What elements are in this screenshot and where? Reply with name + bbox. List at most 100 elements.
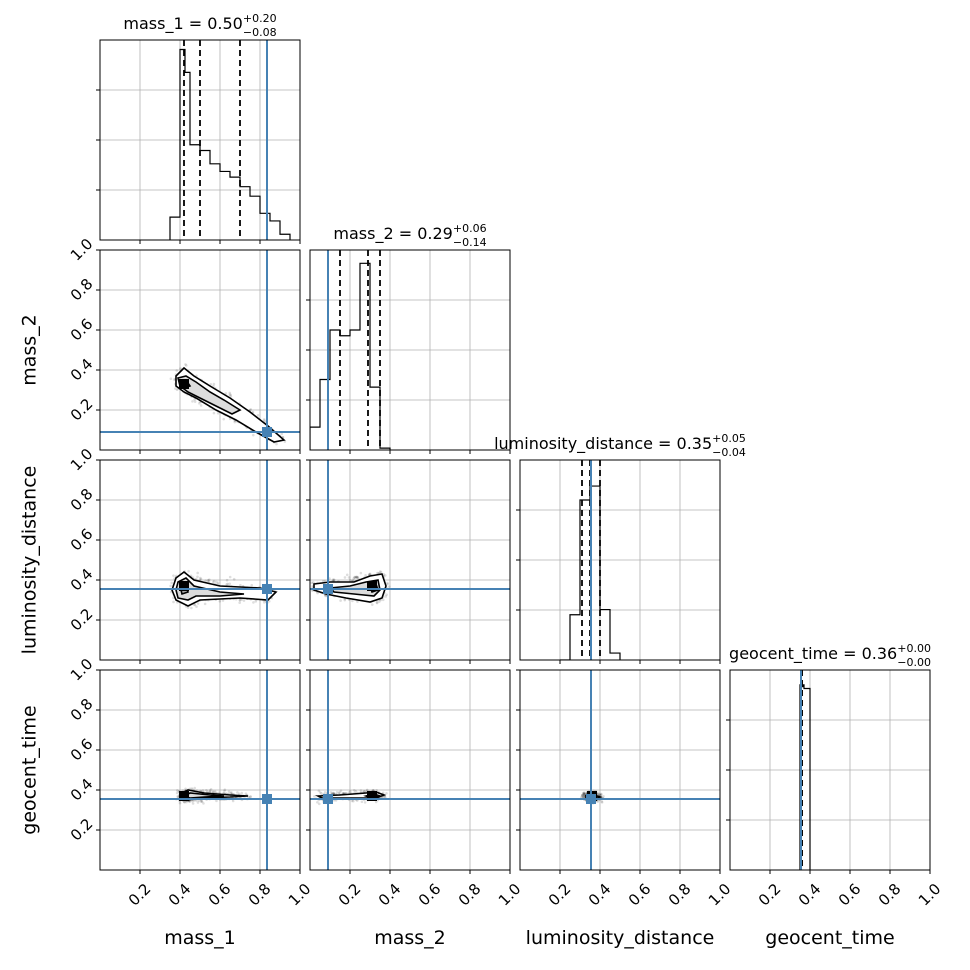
panel-content-3-2 — [520, 670, 720, 870]
x-tick-label: 0.2 — [335, 880, 365, 910]
sample-point — [317, 802, 321, 806]
y-tick-label: 0.4 — [67, 775, 97, 805]
sample-point — [215, 799, 218, 803]
sample-point — [596, 792, 600, 796]
sample-point — [184, 787, 187, 791]
title-value: mass_1 = 0.50 — [123, 14, 242, 34]
density-peak — [367, 791, 377, 801]
sample-point — [378, 570, 382, 573]
panel-content-1-0 — [100, 250, 300, 450]
density-peak — [179, 581, 189, 591]
sample-point — [324, 594, 327, 598]
sample-point — [232, 577, 236, 581]
sample-point — [193, 603, 197, 607]
sample-point — [172, 574, 175, 577]
sample-point — [347, 791, 351, 794]
sample-point — [238, 601, 241, 604]
y-tick-label: 0.8 — [67, 695, 97, 725]
sample-point — [600, 800, 604, 803]
sample-point — [193, 400, 197, 403]
sample-point — [347, 576, 351, 579]
sample-point — [360, 800, 364, 804]
sample-point — [218, 599, 222, 603]
panel-frame — [309, 249, 511, 451]
sample-point — [329, 791, 333, 794]
sample-point — [221, 599, 225, 602]
y-tick-label: 0.2 — [67, 605, 97, 635]
sample-point — [196, 801, 200, 804]
contour-line-0 — [175, 366, 286, 443]
sample-point — [355, 575, 358, 579]
sample-point — [201, 789, 205, 792]
sample-point — [223, 788, 227, 792]
sample-point — [207, 580, 211, 584]
sample-point — [355, 576, 359, 579]
diagonal-title-geocent_time: geocent_time = 0.36+0.00 — [729, 642, 931, 664]
sample-point — [353, 576, 356, 579]
sample-point — [193, 398, 196, 401]
sample-point — [262, 418, 266, 421]
sample-point — [363, 801, 367, 804]
sample-point — [386, 581, 389, 585]
sample-point — [206, 579, 210, 582]
density-peak — [179, 379, 189, 389]
sample-point — [371, 788, 375, 792]
sample-point — [233, 420, 237, 424]
sample-point — [224, 392, 228, 395]
contour-line-2 — [178, 379, 192, 389]
y-axis-label-mass_2: mass_2 — [19, 314, 41, 386]
panel-3-0: 0.2 0.4 0.6 0.8 1.0 — [67, 655, 301, 874]
x-tick-label: 0.4 — [795, 880, 825, 910]
sample-point — [191, 802, 195, 805]
truth-marker — [323, 584, 333, 594]
sample-point — [183, 800, 186, 804]
sample-point — [316, 801, 319, 804]
y-tick-label: 0.2 — [67, 395, 97, 425]
title-upper-error: +0.06 — [453, 222, 487, 235]
diagonal-title-mass_1: mass_1 = 0.50+0.20 — [123, 12, 276, 34]
sample-point — [368, 572, 372, 576]
sample-point — [352, 577, 355, 580]
sample-point — [598, 793, 601, 797]
sample-point — [354, 789, 358, 793]
title-lower-error: −0.08 — [243, 26, 277, 39]
sample-point — [375, 788, 378, 792]
sample-point — [337, 791, 341, 795]
sample-point — [170, 581, 173, 585]
y-tick-label: 0.6 — [67, 315, 97, 345]
y-tick-label: 1.0 — [67, 445, 97, 475]
sample-point — [237, 792, 241, 796]
sample-point — [169, 377, 173, 381]
sample-point — [583, 792, 586, 796]
sample-point — [196, 575, 199, 579]
sample-point — [356, 575, 359, 579]
x-tick-label: 0.4 — [585, 880, 615, 910]
sample-point — [248, 795, 252, 799]
sample-point — [212, 411, 216, 415]
density-fill-1 — [178, 376, 240, 414]
panel-2-0: 0.2 0.4 0.6 0.8 1.0 — [67, 445, 301, 664]
y-tick-label: 0.8 — [67, 275, 97, 305]
sample-point — [184, 364, 188, 367]
sample-point — [231, 799, 235, 803]
panel-content-2-1 — [310, 460, 510, 660]
sample-point — [356, 600, 359, 603]
x-tick-label: 0.6 — [625, 880, 655, 910]
sample-point — [583, 792, 586, 795]
sample-point — [363, 789, 366, 793]
sample-point — [256, 414, 260, 417]
sample-point — [596, 791, 600, 795]
sample-point — [351, 599, 354, 603]
sample-point — [208, 789, 212, 792]
sample-point — [251, 410, 255, 414]
y-tick-label: 0.8 — [67, 485, 97, 515]
sample-point — [599, 793, 603, 797]
sample-point — [582, 793, 586, 797]
sample-point — [249, 407, 252, 411]
sample-point — [343, 576, 347, 579]
panel-content-3-3 — [730, 670, 930, 870]
panel-frame — [729, 669, 931, 871]
sample-point — [175, 789, 179, 792]
sample-point — [582, 795, 586, 798]
y-axis-label-luminosity_distance: luminosity_distance — [19, 466, 41, 655]
